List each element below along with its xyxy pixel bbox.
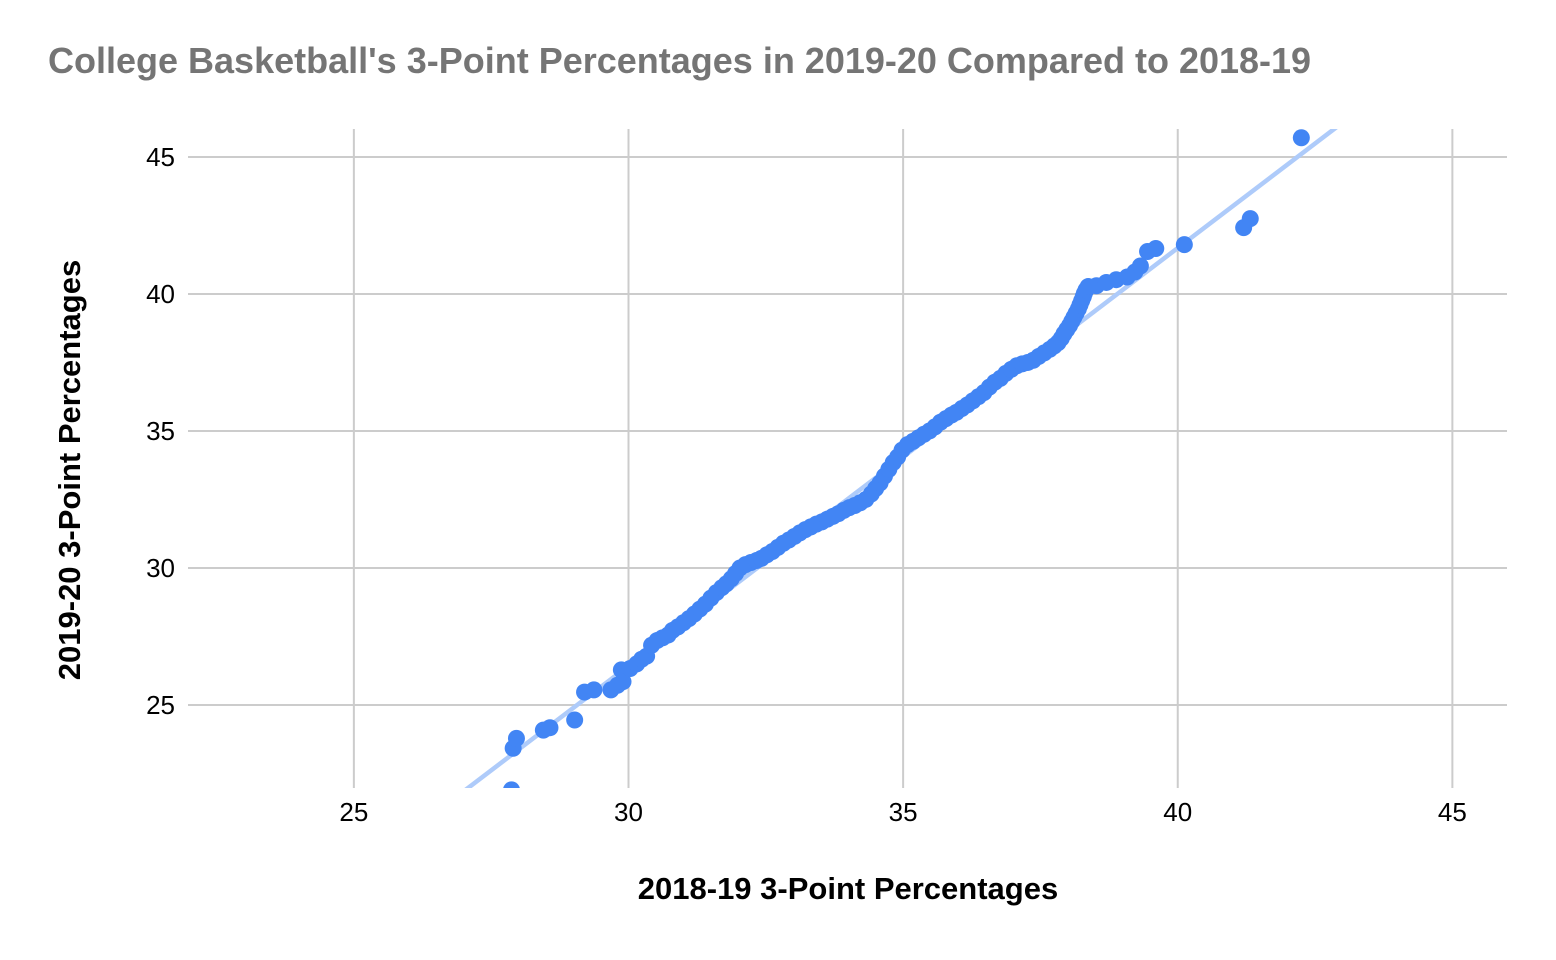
- x-axis-tick-label: 40: [1163, 797, 1193, 827]
- data-point[interactable]: [541, 719, 559, 737]
- x-axis-title: 2018-19 3-Point Percentages: [637, 871, 1059, 906]
- x-axis-tick-label: 30: [614, 797, 643, 827]
- x-axis-tick-label: 45: [1437, 797, 1467, 827]
- x-axis-tick-label: 35: [888, 797, 918, 827]
- data-point[interactable]: [503, 781, 520, 788]
- data-point[interactable]: [1292, 129, 1310, 147]
- chart-title: College Basketball's 3-Point Percentages…: [48, 40, 1312, 81]
- y-axis-tick-label: 35: [146, 415, 175, 446]
- y-axis-title: 2019-20 3-Point Percentages: [52, 259, 87, 681]
- x-axis-tick-label: 25: [339, 797, 369, 827]
- y-axis-tick-label: 25: [146, 689, 175, 720]
- y-axis-tick-label: 40: [146, 278, 175, 309]
- data-point[interactable]: [507, 729, 525, 747]
- plot-area: [188, 129, 1507, 788]
- y-axis-tick-label: 30: [146, 552, 175, 583]
- data-point[interactable]: [585, 681, 603, 699]
- data-point[interactable]: [1175, 236, 1193, 254]
- data-point[interactable]: [1147, 239, 1165, 257]
- data-point[interactable]: [1131, 257, 1149, 275]
- y-axis-tick-label: 45: [146, 141, 175, 172]
- data-point[interactable]: [566, 711, 584, 729]
- data-point[interactable]: [1241, 210, 1259, 228]
